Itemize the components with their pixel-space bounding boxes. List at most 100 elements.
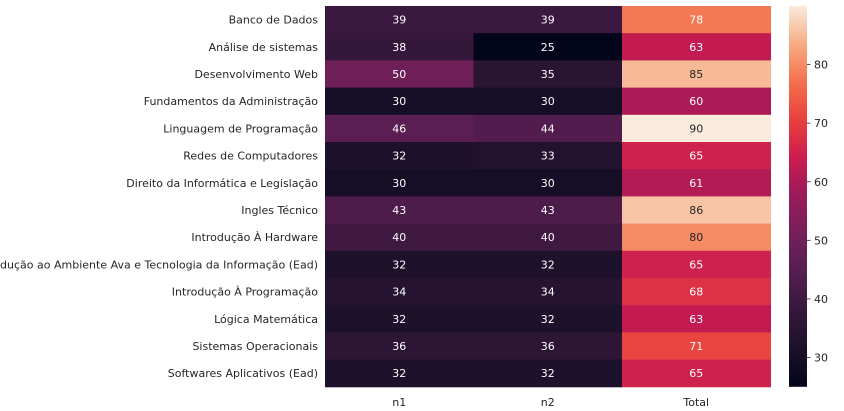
- cell-value-label: 25: [541, 41, 555, 54]
- heatmap-cell: [473, 114, 623, 143]
- colorbar-tick-label: 30: [814, 352, 828, 365]
- cell-value-label: 40: [392, 231, 406, 244]
- cell-value-label: 50: [392, 68, 406, 81]
- cell-value-label: 30: [392, 95, 406, 108]
- heatmap-cell: [622, 196, 771, 225]
- cell-value-label: 32: [541, 258, 555, 271]
- column-labels: n1 n2 Total: [392, 396, 709, 409]
- row-tick-label: Ingles Técnico: [241, 204, 318, 217]
- heatmap-cell: [622, 332, 771, 361]
- cell-value-label: 61: [689, 177, 703, 190]
- cell-value-label: 85: [689, 68, 703, 81]
- colorbar: 30 40 50 60 70 80: [789, 6, 828, 387]
- colorbar-tick-label: 70: [814, 117, 828, 130]
- cell-value-label: 90: [689, 122, 703, 135]
- heatmap-cell: [473, 6, 623, 34]
- cell-value-label: 33: [541, 150, 555, 163]
- row-tick-label: Fundamentos da Administração: [144, 95, 319, 108]
- cell-value-label: 71: [689, 340, 703, 353]
- heatmap-cell: [325, 278, 474, 306]
- cell-value-label: 34: [392, 286, 406, 299]
- row-tick-label: Banco de Dados: [229, 14, 319, 27]
- row-labels: Banco de Dados Análise de sistemas Desenvo…: [0, 14, 318, 381]
- cell-value-label: 46: [392, 122, 406, 135]
- heatmap-cell: [325, 60, 474, 89]
- heatmap-cell: [473, 223, 623, 252]
- heatmap-cell: [622, 250, 771, 279]
- row-tick-label: Lógica Matemática: [214, 313, 318, 326]
- cell-value-label: 63: [689, 41, 703, 54]
- row-tick-label: Sistemas Operacionais: [192, 340, 318, 353]
- heatmap-cell: [473, 278, 623, 306]
- heatmap-cell: [325, 305, 474, 333]
- heatmap-cell: [325, 87, 474, 116]
- row-tick-label: Desenvolvimento Web: [194, 68, 318, 81]
- heatmap-cell: [473, 169, 623, 197]
- column-tick-label: n2: [541, 396, 555, 409]
- cell-value-label: 30: [392, 177, 406, 190]
- cell-value-label: 32: [392, 313, 406, 326]
- row-tick-label: Introdução À Programação: [172, 286, 318, 299]
- column-tick-label: n1: [392, 396, 406, 409]
- cell-value-label: 68: [689, 286, 703, 299]
- heatmap-cell: [473, 305, 623, 333]
- heatmap-cell: [473, 142, 623, 170]
- cell-value-label: 32: [541, 367, 555, 380]
- heatmap-cell: [622, 278, 771, 306]
- heatmap-cell: [473, 250, 623, 279]
- cell-value-label: 32: [392, 150, 406, 163]
- heatmap-cell: [622, 169, 771, 197]
- colorbar-tick-label: 80: [814, 59, 828, 72]
- cell-value-label: 30: [541, 177, 555, 190]
- colorbar-gradient: [789, 6, 807, 387]
- cell-value-label: 36: [541, 340, 555, 353]
- heatmap-cell: [622, 33, 771, 61]
- cell-value-label: 60: [689, 95, 703, 108]
- cell-value-label: 40: [541, 231, 555, 244]
- heatmap-cell: [622, 305, 771, 333]
- heatmap-cell: [622, 114, 771, 143]
- cell-value-label: 36: [392, 340, 406, 353]
- row-tick-label: Análise de sistemas: [209, 41, 319, 54]
- heatmap-cell: [473, 332, 623, 361]
- cell-value-label: 39: [541, 14, 555, 27]
- cell-value-label: 34: [541, 286, 555, 299]
- cell-value-label: 32: [392, 367, 406, 380]
- heatmap-cell: [325, 196, 474, 225]
- cell-value-label: 86: [689, 204, 703, 217]
- heatmap-cell: [325, 142, 474, 170]
- heatmap-cell: [473, 33, 623, 61]
- heatmap-cell: [325, 332, 474, 361]
- heatmap-cell: [622, 223, 771, 252]
- cell-value-label: 38: [392, 41, 406, 54]
- cell-value-label: 32: [541, 313, 555, 326]
- heatmap-cell: [325, 223, 474, 252]
- heatmap-cell: [325, 359, 474, 388]
- heatmap-cell: [622, 60, 771, 89]
- heatmap-cell: [622, 142, 771, 170]
- colorbar-tick-label: 40: [814, 293, 828, 306]
- column-tick-label: Total: [682, 396, 709, 409]
- heatmap-cell: [473, 87, 623, 116]
- heatmap-cell: [622, 87, 771, 116]
- heatmap-cell: [325, 33, 474, 61]
- cell-value-label: 44: [541, 122, 555, 135]
- cell-value-label: 43: [392, 204, 406, 217]
- row-tick-label: Softwares Aplicativos (Ead): [168, 367, 318, 380]
- cell-value-label: 43: [541, 204, 555, 217]
- row-tick-label: Introdução À Hardware: [191, 231, 318, 244]
- cell-value-label: 80: [689, 231, 703, 244]
- heatmap-cells: 39 39 78 38 25 63 50 35 85 30 30 60 46 44 90 32 33 65 30 30…: [325, 6, 771, 388]
- cell-value-label: 35: [541, 68, 555, 81]
- heatmap-cell: [473, 196, 623, 225]
- colorbar-tick-label: 60: [814, 176, 828, 189]
- row-tick-label: Linguagem de Programação: [163, 122, 318, 135]
- cell-value-label: 78: [689, 14, 703, 27]
- cell-value-label: 65: [689, 367, 703, 380]
- row-tick-label: Redes de Computadores: [183, 150, 318, 163]
- row-tick-label: Introdução ao Ambiente Ava e Tecnologia …: [0, 258, 318, 271]
- heatmap-cell: [325, 6, 474, 34]
- cell-value-label: 39: [392, 14, 406, 27]
- heatmap-cell: [473, 359, 623, 388]
